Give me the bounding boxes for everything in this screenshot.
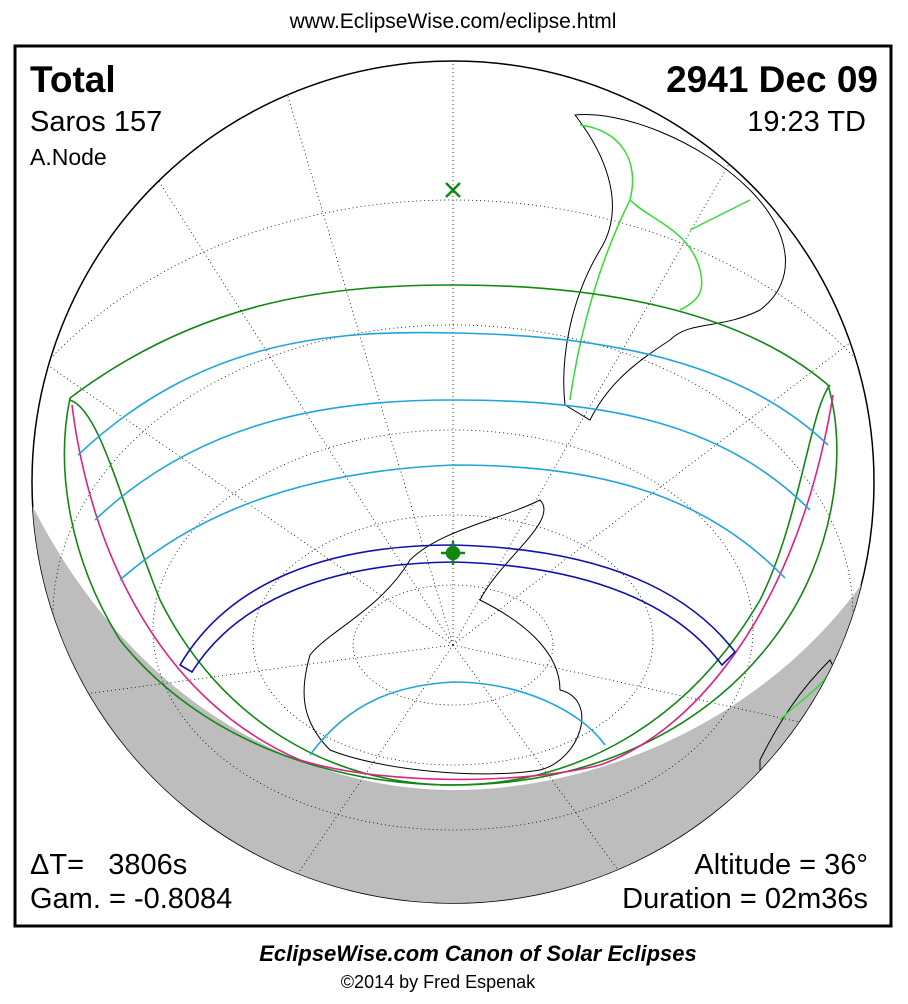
time: 19:23 TD xyxy=(747,106,866,138)
footer-title: EclipseWise.com Canon of Solar Eclipses xyxy=(259,941,697,966)
duration: Duration = 02m36s xyxy=(622,883,868,915)
frame xyxy=(13,44,893,928)
url: www.EclipseWise.com/eclipse.html xyxy=(289,10,617,33)
copyright: ©2014 by Fred Espenak xyxy=(341,972,536,992)
night-region xyxy=(32,480,874,903)
altitude: Altitude = 36° xyxy=(694,849,868,881)
eclipse-date: 2941 Dec 09 xyxy=(666,59,878,100)
node: A.Node xyxy=(30,144,107,170)
eclipse-paths xyxy=(63,284,838,786)
saros: Saros 157 xyxy=(30,106,162,138)
eclipse-type: Total xyxy=(30,59,116,100)
delta-t: ΔT= 3806s xyxy=(30,849,187,881)
markers xyxy=(441,182,465,565)
globe xyxy=(31,60,875,904)
gamma: Gam. = -0.8084 xyxy=(30,883,232,915)
